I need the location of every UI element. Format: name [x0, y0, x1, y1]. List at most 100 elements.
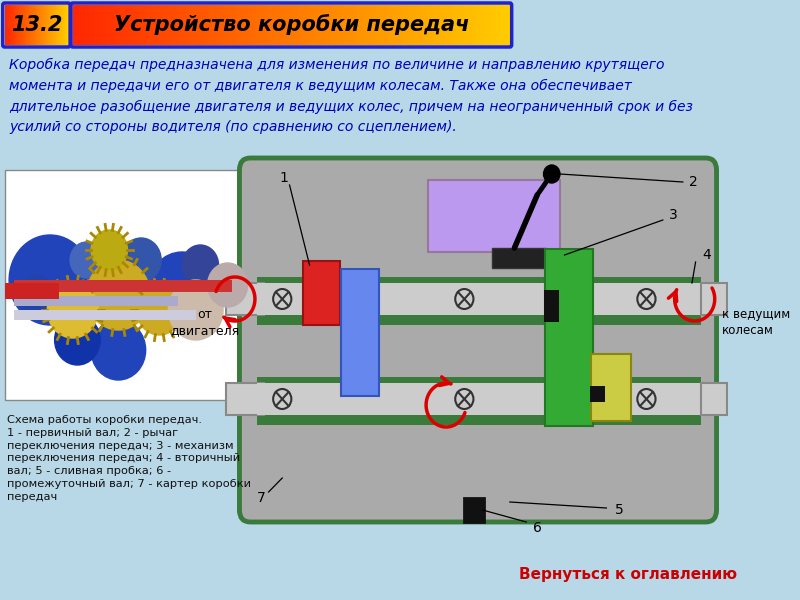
FancyBboxPatch shape — [410, 5, 412, 45]
FancyBboxPatch shape — [257, 383, 701, 415]
FancyBboxPatch shape — [484, 5, 486, 45]
FancyBboxPatch shape — [138, 5, 140, 45]
FancyBboxPatch shape — [496, 5, 498, 45]
FancyBboxPatch shape — [427, 5, 428, 45]
FancyBboxPatch shape — [335, 5, 337, 45]
FancyBboxPatch shape — [502, 5, 503, 45]
FancyBboxPatch shape — [282, 5, 284, 45]
FancyBboxPatch shape — [354, 5, 355, 45]
FancyBboxPatch shape — [345, 5, 346, 45]
FancyBboxPatch shape — [207, 5, 209, 45]
FancyBboxPatch shape — [235, 5, 236, 45]
FancyBboxPatch shape — [402, 5, 403, 45]
FancyBboxPatch shape — [430, 5, 432, 45]
FancyBboxPatch shape — [387, 5, 388, 45]
FancyBboxPatch shape — [134, 5, 136, 45]
FancyBboxPatch shape — [42, 5, 44, 45]
FancyBboxPatch shape — [352, 5, 354, 45]
FancyBboxPatch shape — [192, 5, 194, 45]
FancyBboxPatch shape — [67, 5, 69, 45]
FancyBboxPatch shape — [30, 5, 31, 45]
FancyBboxPatch shape — [434, 5, 436, 45]
FancyBboxPatch shape — [12, 5, 14, 45]
FancyBboxPatch shape — [88, 5, 90, 45]
FancyBboxPatch shape — [146, 5, 147, 45]
FancyBboxPatch shape — [83, 5, 84, 45]
Text: 2: 2 — [690, 175, 698, 189]
FancyBboxPatch shape — [204, 5, 206, 45]
FancyBboxPatch shape — [460, 5, 461, 45]
FancyBboxPatch shape — [475, 5, 477, 45]
FancyBboxPatch shape — [249, 5, 250, 45]
FancyBboxPatch shape — [408, 5, 410, 45]
FancyBboxPatch shape — [464, 498, 484, 522]
FancyBboxPatch shape — [419, 5, 420, 45]
FancyBboxPatch shape — [470, 5, 471, 45]
FancyBboxPatch shape — [421, 5, 422, 45]
FancyBboxPatch shape — [334, 5, 335, 45]
FancyBboxPatch shape — [331, 5, 333, 45]
FancyBboxPatch shape — [246, 5, 247, 45]
FancyBboxPatch shape — [252, 5, 254, 45]
FancyBboxPatch shape — [499, 5, 500, 45]
FancyBboxPatch shape — [356, 5, 358, 45]
FancyBboxPatch shape — [257, 5, 258, 45]
FancyBboxPatch shape — [423, 5, 425, 45]
FancyBboxPatch shape — [398, 5, 399, 45]
FancyBboxPatch shape — [166, 5, 167, 45]
FancyBboxPatch shape — [14, 5, 15, 45]
FancyBboxPatch shape — [42, 5, 43, 45]
FancyBboxPatch shape — [398, 5, 400, 45]
Text: Устройство коробки передач: Устройство коробки передач — [114, 14, 469, 35]
FancyBboxPatch shape — [326, 5, 327, 45]
FancyBboxPatch shape — [447, 5, 449, 45]
FancyBboxPatch shape — [275, 5, 276, 45]
FancyBboxPatch shape — [278, 5, 280, 45]
FancyBboxPatch shape — [234, 5, 235, 45]
FancyBboxPatch shape — [91, 5, 93, 45]
FancyBboxPatch shape — [347, 5, 348, 45]
Text: 4: 4 — [702, 248, 711, 262]
FancyBboxPatch shape — [344, 5, 346, 45]
FancyBboxPatch shape — [219, 5, 221, 45]
FancyBboxPatch shape — [494, 5, 495, 45]
FancyBboxPatch shape — [292, 5, 294, 45]
FancyBboxPatch shape — [338, 5, 340, 45]
FancyBboxPatch shape — [13, 5, 14, 45]
FancyBboxPatch shape — [80, 5, 82, 45]
FancyBboxPatch shape — [290, 5, 292, 45]
FancyBboxPatch shape — [145, 5, 146, 45]
FancyBboxPatch shape — [394, 5, 395, 45]
FancyBboxPatch shape — [413, 5, 414, 45]
FancyBboxPatch shape — [106, 5, 107, 45]
FancyBboxPatch shape — [279, 5, 281, 45]
FancyBboxPatch shape — [150, 5, 151, 45]
FancyBboxPatch shape — [151, 5, 153, 45]
FancyBboxPatch shape — [205, 5, 206, 45]
FancyBboxPatch shape — [60, 5, 62, 45]
FancyBboxPatch shape — [158, 5, 160, 45]
FancyBboxPatch shape — [281, 5, 282, 45]
FancyBboxPatch shape — [546, 249, 593, 426]
FancyBboxPatch shape — [444, 5, 446, 45]
FancyBboxPatch shape — [422, 5, 424, 45]
FancyBboxPatch shape — [26, 5, 28, 45]
FancyBboxPatch shape — [431, 5, 433, 45]
FancyBboxPatch shape — [9, 5, 10, 45]
FancyBboxPatch shape — [127, 5, 129, 45]
FancyBboxPatch shape — [218, 5, 220, 45]
FancyBboxPatch shape — [375, 5, 377, 45]
FancyBboxPatch shape — [77, 5, 78, 45]
FancyBboxPatch shape — [311, 5, 313, 45]
Circle shape — [137, 285, 182, 335]
FancyBboxPatch shape — [369, 5, 370, 45]
FancyBboxPatch shape — [361, 5, 362, 45]
FancyBboxPatch shape — [7, 5, 9, 45]
FancyBboxPatch shape — [231, 5, 233, 45]
FancyBboxPatch shape — [504, 5, 506, 45]
FancyBboxPatch shape — [176, 5, 177, 45]
Circle shape — [273, 389, 291, 409]
FancyBboxPatch shape — [228, 5, 229, 45]
FancyBboxPatch shape — [189, 5, 190, 45]
FancyBboxPatch shape — [142, 5, 143, 45]
